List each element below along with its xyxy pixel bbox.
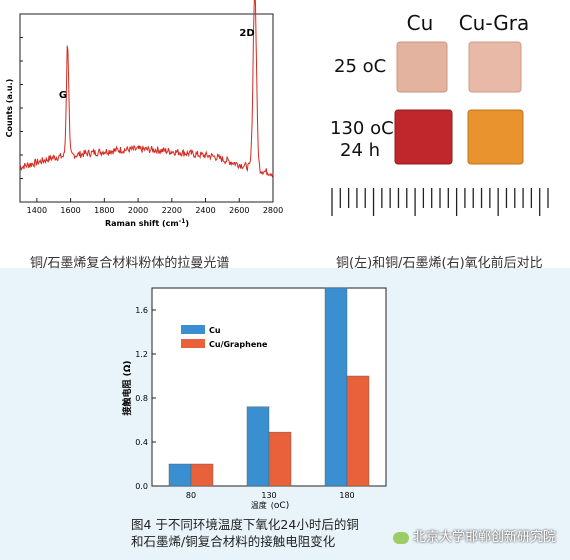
bar-y-axis-ticks: 0.0 0.4 0.8 1.2 1.6 <box>135 306 156 491</box>
raman-x-tick-label: 1800 <box>94 206 114 215</box>
bar-cu-graphene-180 <box>346 375 370 487</box>
sample-cu-25c <box>396 41 448 93</box>
bar-y-axis-label: 接触电阻 (Ω) <box>121 360 133 415</box>
photo-row-130c: 130 oC <box>330 118 394 139</box>
photo-caption: 铜(左)和铜/石墨烯(右)氧化前后对比 <box>336 256 543 271</box>
raman-spectrum-line <box>19 0 274 178</box>
oxidation-photo: Cu Cu-Gra 25 oC 130 oC 24 h <box>330 11 549 216</box>
wechat-icon <box>392 531 409 544</box>
raman-y-axis-label: Counts (a.u.) <box>5 79 14 138</box>
legend-swatch-cu <box>181 325 205 334</box>
photo-column-cu: Cu <box>407 11 434 35</box>
bar-x-tick-label: 180 <box>339 491 354 500</box>
bar-x-tick-label: 80 <box>186 491 196 500</box>
photo-row-24h: 24 h <box>340 140 380 161</box>
bar-x-tick-label: 130 <box>261 491 276 500</box>
bar-y-tick-label: 0.8 <box>135 394 148 403</box>
figure-caption-line-1: 图4 于不同环境温度下氧化24小时后的铜 <box>131 517 359 532</box>
bar-cu-180 <box>324 287 348 487</box>
figure-caption-line-2: 和石墨烯/铜复合材料的接触电阻变化 <box>131 534 336 549</box>
bar-y-tick-label: 1.2 <box>135 350 148 359</box>
sample-cu-gra-130c <box>467 109 524 165</box>
figure-caption: 图4 于不同环境温度下氧化24小时后的铜 和石墨烯/铜复合材料的接触电阻变化 <box>131 516 431 550</box>
ruler-scale <box>331 188 549 216</box>
raman-x-axis-ticks: 1400 1600 1800 2000 2200 2400 2600 2800 <box>20 37 283 215</box>
raman-plot: G 2D 1400 1600 1800 2000 2200 2400 2600 2800 Co… <box>5 0 283 228</box>
legend-swatch-cu-graphene <box>181 339 205 348</box>
bar-cu-graphene-130 <box>268 431 292 487</box>
bar-y-tick-label: 0.4 <box>135 438 148 447</box>
legend-label-cu-graphene: Cu/Graphene <box>209 340 268 349</box>
bar-x-axis-label: 温度 (oC) <box>251 500 289 511</box>
bar-legend: Cu Cu/Graphene <box>181 325 268 349</box>
resistance-bar-chart: 0.00.40.81.21.6 80 130 180 Cu Cu/Graphene … <box>121 287 387 511</box>
bar-cu-80 <box>168 463 192 487</box>
sample-cu-gra-25c <box>468 41 522 93</box>
raman-caption: 铜/石墨烯复合材料粉体的拉曼光谱 <box>30 256 230 271</box>
raman-x-tick-label: 2200 <box>162 206 182 215</box>
raman-x-tick-label: 1400 <box>27 206 47 215</box>
bar-y-tick-label: 0.0 <box>135 482 148 491</box>
photo-column-cu-gra: Cu-Gra <box>459 11 530 35</box>
watermark: 北京大学邯郸创新研究院 <box>392 526 556 545</box>
bar-cu-graphene-80 <box>190 463 214 487</box>
raman-plot-frame <box>19 13 274 203</box>
raman-x-tick-label: 2000 <box>128 206 148 215</box>
photo-row-25c: 25 oC <box>334 56 386 77</box>
sample-cu-130c <box>394 109 453 165</box>
watermark-text: 北京大学邯郸创新研究院 <box>412 530 556 545</box>
bar-series <box>168 287 370 487</box>
raman-x-tick-label: 2800 <box>263 206 283 215</box>
raman-x-axis-label: Raman shift (cm-1) <box>105 218 189 228</box>
bar-cu-130 <box>246 406 270 487</box>
raman-peak-2d-label: 2D <box>239 28 254 39</box>
raman-peak-g-label: G <box>59 90 67 101</box>
legend-label-cu: Cu <box>209 326 221 335</box>
raman-x-tick-label: 2600 <box>229 206 249 215</box>
raman-x-tick-label: 1600 <box>60 206 80 215</box>
raman-x-tick-label: 2400 <box>195 206 215 215</box>
bar-y-tick-label: 1.6 <box>135 306 148 315</box>
